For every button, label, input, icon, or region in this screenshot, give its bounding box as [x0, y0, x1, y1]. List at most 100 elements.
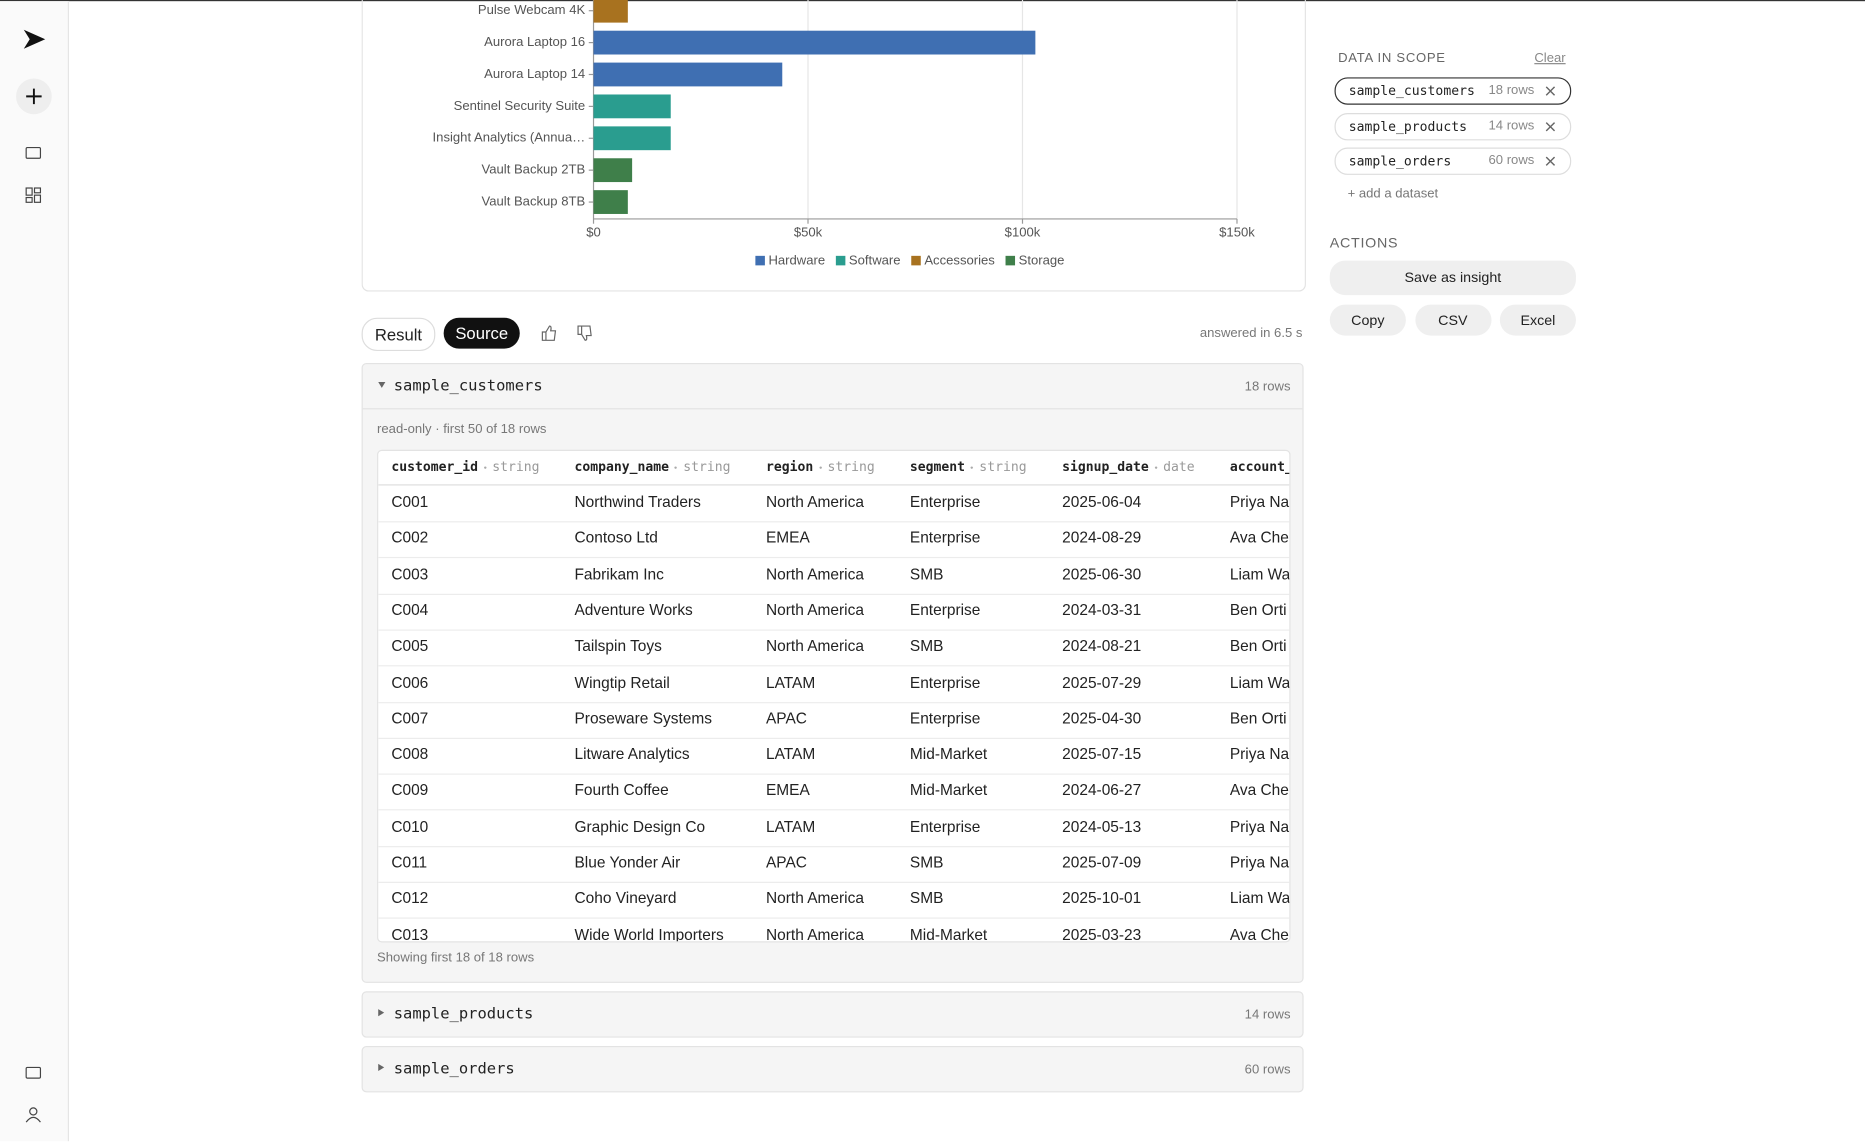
export-button[interactable]: Excel [1499, 304, 1576, 336]
export-button[interactable]: Copy [1329, 304, 1406, 336]
y-tick-label: Aurora Laptop 14 [484, 66, 585, 81]
row-line [378, 701, 1290, 703]
bar [593, 94, 671, 119]
clear-link[interactable]: Clear [1534, 51, 1566, 66]
table-cell: 2024-08-29 [1062, 528, 1142, 547]
dataset-pill[interactable]: sample_orders 60 rows [1334, 147, 1572, 175]
row-line [378, 881, 1290, 883]
add-dataset[interactable]: + add a dataset [1347, 186, 1439, 202]
table-cell: EMEA [765, 781, 810, 799]
table-cell: Mid-Market [909, 781, 988, 799]
dataset-name: sample_orders [393, 1060, 515, 1079]
panel-header[interactable]: sample_customers 18 rows [362, 364, 1303, 410]
y-tick-label: Aurora Laptop 16 [484, 34, 585, 49]
bar [593, 30, 1036, 55]
save-insight[interactable]: Save as insight [1329, 260, 1576, 296]
row-count: 18 rows [1488, 83, 1535, 98]
table-cell: SMB [909, 889, 944, 908]
row-line [378, 557, 1290, 559]
dashboard-icon[interactable] [25, 187, 42, 203]
table-note: read-only · first 50 of 18 rows [377, 422, 547, 437]
column-name: region [765, 459, 814, 475]
table-cell: Adventure Works [574, 600, 693, 619]
result-tab[interactable]: Result [361, 317, 436, 352]
scope-title: DATA IN SCOPE [1338, 51, 1446, 66]
remove-cross [1545, 121, 1556, 131]
table-cell: Liam Wa [1229, 672, 1291, 691]
answered-time: answered in 6.5 s [1199, 326, 1303, 341]
legend-swatch [911, 255, 921, 266]
dataset-name: sample_products [1348, 118, 1467, 134]
table-cell: Liam Wa [1229, 889, 1291, 908]
legend-label: Hardware [768, 253, 825, 268]
sidebar [0, 1, 69, 1142]
y-tick-label: Insight Analytics (Annua… [433, 130, 586, 145]
export-button[interactable]: CSV [1414, 304, 1491, 336]
table-cell: Enterprise [909, 672, 981, 691]
table-cell: Coho Vineyard [574, 889, 677, 908]
table-cell: North America [765, 636, 864, 655]
column-type: string [492, 459, 540, 475]
table-cell: Tailspin Toys [574, 636, 662, 655]
remove-icon [1545, 121, 1556, 131]
table-cell: 2025-06-04 [1062, 492, 1142, 511]
column-type: string [979, 459, 1027, 475]
panel-header[interactable]: sample_products 14 rows [363, 992, 1303, 1036]
table-cell: Mid-Market [909, 745, 988, 763]
y-tick-label: Pulse Webcam 4K [478, 2, 586, 17]
table-cell: Enterprise [909, 492, 981, 511]
feedback-icon[interactable] [25, 1066, 42, 1079]
table-cell: SMB [909, 636, 944, 655]
source-tab[interactable]: Source [443, 317, 520, 349]
table-cell: C013 [391, 925, 429, 943]
remove-icon [1545, 156, 1556, 166]
actions-title: ACTIONS [1329, 234, 1399, 252]
source-panel: sample_products 14 rows [361, 991, 1304, 1038]
bar [593, 158, 633, 183]
legend-swatch [835, 255, 846, 266]
chat-icon[interactable] [25, 146, 42, 159]
logo[interactable] [23, 29, 46, 49]
table-cell: C006 [391, 672, 429, 691]
dataset-name: sample_products [393, 1005, 534, 1024]
row-line [378, 629, 1290, 631]
table-cell: 2025-06-30 [1062, 564, 1142, 583]
table-cell: Priya Na [1229, 853, 1290, 872]
dataset-pill[interactable]: sample_products 14 rows [1334, 112, 1572, 140]
table-cell: Proseware Systems [574, 708, 712, 727]
thumbs-up[interactable] [541, 325, 557, 341]
dataset-name: sample_orders [1348, 153, 1452, 169]
table-cell: 2024-08-21 [1062, 636, 1142, 655]
table-cell: APAC [765, 853, 807, 872]
column-name: account_ [1229, 459, 1291, 475]
row-count: 18 rows [1244, 379, 1291, 394]
table-cell: C001 [391, 492, 429, 511]
data-table: customer_id string company_name string regio… [377, 449, 1291, 943]
table-cell: C002 [391, 528, 429, 547]
table-cell: Ava Che [1229, 925, 1289, 943]
remove-cross [1545, 86, 1556, 96]
table-cell: LATAM [765, 745, 816, 763]
row-line [378, 809, 1290, 811]
table-cell: C010 [391, 817, 429, 835]
table-cell: Fourth Coffee [574, 781, 669, 799]
legend-label: Storage [1019, 253, 1065, 268]
table-cell: Ben Orti [1229, 600, 1287, 619]
thumbs-down[interactable] [577, 325, 592, 341]
table-cell: Ava Che [1229, 781, 1289, 799]
table-cell: Litware Analytics [574, 745, 690, 763]
column-header: account_ [1229, 459, 1291, 475]
user-icon[interactable] [25, 1107, 41, 1123]
separator [819, 466, 822, 469]
row-line [378, 737, 1290, 739]
table-cell: Enterprise [909, 708, 981, 727]
dataset-name: sample_customers [393, 377, 543, 396]
row-line [378, 484, 1290, 486]
table-cell: Mid-Market [909, 925, 988, 943]
bar [593, 190, 628, 214]
dataset-pill[interactable]: sample_customers 18 rows [1334, 77, 1572, 105]
panel-header[interactable]: sample_orders 60 rows [363, 1047, 1303, 1091]
table-cell: Priya Na [1229, 817, 1290, 835]
